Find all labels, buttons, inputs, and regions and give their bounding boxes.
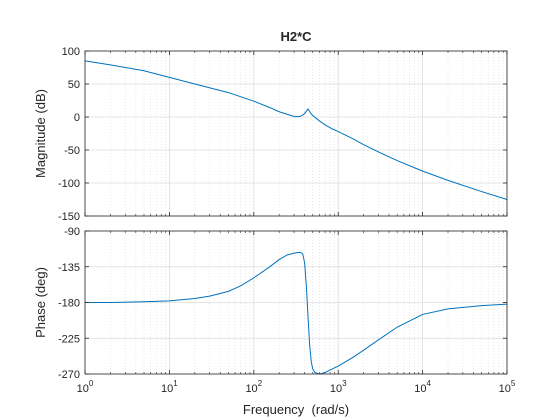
phase-axes: -90 -135 -180 -225 -270 100 101 102 103 104 105 P…	[33, 226, 516, 417]
x-tick-label: 100	[77, 379, 94, 395]
magnitude-y-tick-label: 100	[62, 46, 80, 58]
phase-y-tick-label: -225	[58, 333, 80, 345]
x-tick-label: 103	[330, 379, 347, 395]
chart-title: H2*C	[280, 29, 312, 44]
magnitude-y-tick-label: -100	[58, 178, 80, 190]
magnitude-y-tick-label: -50	[64, 145, 80, 157]
magnitude-axes-box	[84, 50, 508, 217]
x-tick-label: 102	[245, 379, 262, 395]
magnitude-axes: 100 50 0 -50 -100 -150 H2*C Magnitude (dB)	[33, 29, 508, 223]
phase-y-tick-label: -135	[58, 262, 80, 274]
phase-y-tick-label: -90	[64, 226, 80, 238]
magnitude-y-axis-label: Magnitude (dB)	[33, 89, 48, 178]
x-axis-label: Frequency (rad/s)	[243, 402, 349, 417]
magnitude-series-line	[84, 60, 508, 200]
magnitude-y-tick-label: 0	[74, 112, 80, 124]
phase-y-tick-labels: -90 -135 -180 -225 -270	[58, 226, 80, 381]
phase-y-tick-label: -180	[58, 298, 80, 310]
x-tick-label: 104	[414, 379, 431, 395]
phase-y-axis-label: Phase (deg)	[33, 267, 48, 338]
x-tick-label: 101	[161, 379, 178, 395]
magnitude-plot-area	[85, 51, 507, 216]
magnitude-tick-marks	[84, 50, 508, 217]
magnitude-y-tick-label: -150	[58, 211, 80, 223]
phase-x-tick-labels: 100 101 102 103 104 105	[77, 379, 516, 395]
x-tick-label: 105	[499, 379, 516, 395]
phase-tick-marks	[84, 230, 508, 375]
phase-series-line	[85, 251, 508, 375]
phase-y-tick-label: -270	[58, 369, 80, 381]
magnitude-y-tick-labels: 100 50 0 -50 -100 -150	[58, 46, 80, 223]
magnitude-y-tick-label: 50	[68, 79, 80, 91]
